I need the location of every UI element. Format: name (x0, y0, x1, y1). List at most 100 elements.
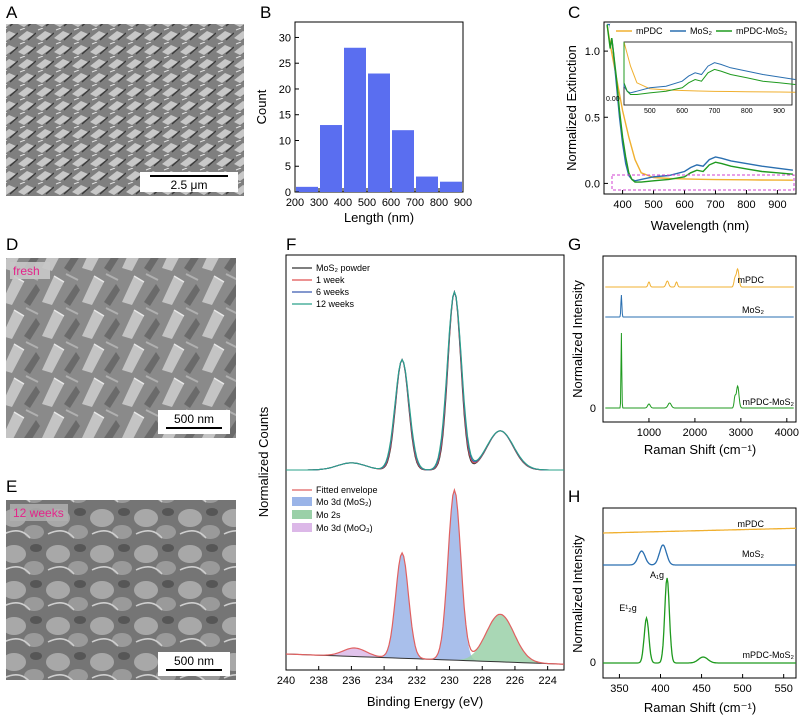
chart-c-inset-xtick-3: 800 (741, 108, 753, 115)
chart-f-legend-12weeks: 12 weeks (316, 299, 355, 309)
chart-b-bar-0 (296, 186, 318, 192)
chart-b-xticks: 200 300 400 500 600 700 800 900 (286, 188, 472, 209)
chart-f-ylabel: Normalized Counts (256, 406, 271, 517)
chart-c-xticks: 400 500 600 700 800 900 (613, 190, 787, 211)
chart-h-peak-e2g: E¹₂g (619, 603, 637, 613)
chart-h-xtick-1: 400 (651, 683, 669, 695)
chart-c-xtick-1: 500 (644, 199, 662, 211)
chart-b-bars (296, 47, 462, 193)
chart-f-xtick-7: 226 (506, 675, 524, 687)
chart-f-top-series-3 (286, 290, 564, 471)
chart-f-lines (285, 289, 565, 665)
chart-g-ylabel: Normalized Intensity (570, 280, 585, 398)
chart-b-bar-4 (392, 130, 414, 192)
chart-c-xtick-5: 900 (768, 199, 786, 211)
chart-f-top-series-0 (286, 289, 564, 471)
chart-b-xtick-7: 900 (454, 197, 472, 209)
chart-f-top-series-2 (286, 290, 564, 471)
chart-c-legend: mPDC MoS₂ mPDC-MoS₂ (610, 24, 794, 38)
chart-c-inset-series-2 (623, 42, 796, 95)
chart-c-inset-lines (623, 41, 796, 95)
sample-tag-fresh: fresh (13, 264, 40, 278)
panel-letter-d: D (6, 235, 18, 254)
chart-g-xtick-0: 1000 (637, 427, 661, 439)
chart-c-inset-xtick-0: 500 (644, 108, 656, 115)
chart-c-inset-xtick-4: 900 (773, 108, 785, 115)
chart-c-inset-xtick-1: 600 (676, 108, 688, 115)
chart-f-legend-bottom: Fitted envelope Mo 3d (MoS₂) Mo 2s Mo 3d… (292, 485, 378, 533)
chart-g-series-mos2 (605, 294, 794, 318)
chart-f-xtick-6: 228 (473, 675, 491, 687)
chart-b-xtick-4: 600 (382, 197, 400, 209)
chart-b-xlabel: Length (nm) (344, 210, 414, 225)
chart-b-xtick-5: 700 (406, 197, 424, 209)
chart-f-fit-component-3 (286, 648, 564, 665)
chart-g-xlabel: Raman Shift (cm⁻¹) (644, 442, 756, 457)
chart-c-inset-ytick: 0.00 (606, 96, 620, 103)
scale-label-d: 500 nm (174, 412, 214, 426)
chart-b-xtick-2: 400 (334, 197, 352, 209)
chart-h-series-mpdc (603, 527, 796, 534)
chart-f-envelope (285, 487, 565, 665)
panel-letter-e: E (6, 477, 17, 496)
chart-b-ytick-5: 25 (279, 58, 291, 70)
chart-f-xtick-1: 238 (310, 675, 328, 687)
chart-g-label-mpdcmos2: mPDC-MoS₂ (743, 397, 795, 407)
chart-f-legend-6weeks: 6 weeks (316, 287, 350, 297)
chart-b-ytick-6: 30 (279, 32, 291, 44)
chart-b-yticks: 0 5 10 15 20 25 30 (279, 32, 299, 199)
chart-g-xtick-2: 3000 (729, 427, 753, 439)
chart-c-xtick-0: 400 (613, 199, 631, 211)
chart-f-xtick-5: 230 (440, 675, 458, 687)
scale-label-a: 2.5 μm (171, 178, 208, 192)
chart-f-xtick-3: 234 (375, 675, 393, 687)
panel-letter-g: G (568, 235, 581, 254)
chart-b-length-histogram: 200 300 400 500 600 700 800 900 0 5 10 15 20 25 30 Le… (254, 21, 472, 225)
chart-h-ytick-0: 0 (590, 657, 596, 669)
chart-c-ylabel: Normalized Extinction (564, 45, 579, 171)
chart-b-xtick-6: 800 (430, 197, 448, 209)
chart-f-xtick-0: 240 (277, 675, 295, 687)
chart-c-xtick-2: 600 (675, 199, 693, 211)
chart-g-lines (605, 267, 794, 409)
scale-label-e: 500 nm (174, 654, 214, 668)
panel-letter-b: B (260, 3, 271, 22)
chart-c-xlabel: Wavelength (nm) (651, 218, 750, 233)
chart-b-bar-3 (368, 73, 390, 192)
chart-b-ytick-1: 5 (285, 161, 291, 173)
chart-c-ytick-1: 0.5 (585, 112, 600, 124)
chart-b-ytick-3: 15 (279, 110, 291, 122)
chart-g-xticks: 1000 2000 3000 4000 (637, 418, 799, 439)
chart-b-bar-6 (440, 181, 462, 192)
panel-letter-h: H (568, 487, 580, 506)
chart-f-legend-1week: 1 week (316, 275, 345, 285)
chart-h-ylabel: Normalized Intensity (570, 535, 585, 653)
chart-c-inset-xtick-2: 700 (709, 108, 721, 115)
chart-b-bar-5 (416, 176, 438, 192)
sample-tag-12-weeks: 12 weeks (13, 506, 64, 520)
chart-f-legend-fit: Fitted envelope (316, 485, 378, 495)
chart-b-ytick-2: 10 (279, 135, 291, 147)
chart-f-legend-mo2s: Mo 2s (316, 510, 341, 520)
sem-image-d: fresh 500 nm (6, 258, 236, 438)
chart-h-xticks: 350 400 450 500 550 (610, 674, 793, 695)
chart-f-xtick-4: 232 (408, 675, 426, 687)
chart-f-xticks: 240 238 236 234 232 230 228 226 224 (277, 666, 557, 687)
chart-c-legend-mos2: MoS₂ (690, 26, 713, 36)
chart-h-series-mos2 (603, 544, 796, 566)
chart-f-fit-component-2 (286, 614, 564, 665)
chart-c-ytick-2: 1.0 (585, 46, 600, 58)
panel-letter-c: C (568, 3, 580, 22)
chart-f-legend-top: MoS₂ powder 1 week 6 weeks 12 weeks (292, 263, 370, 309)
chart-f-xps: 240 238 236 234 232 230 228 226 224 MoS₂ powder … (256, 254, 565, 709)
chart-c-legend-mpdc: mPDC (636, 26, 663, 36)
chart-f-fit-component-0 (286, 552, 564, 665)
chart-c-legend-mpdcmos2: mPDC-MoS₂ (736, 26, 788, 36)
chart-f-legend-moo3: Mo 3d (MoO₃) (316, 523, 373, 533)
chart-h-xtick-0: 350 (610, 683, 628, 695)
sem-image-a: 2.5 μm (6, 24, 244, 196)
chart-b-ytick-0: 0 (285, 187, 291, 199)
chart-g-series-mpdc (605, 267, 794, 288)
chart-f-xtick-8: 224 (538, 675, 556, 687)
